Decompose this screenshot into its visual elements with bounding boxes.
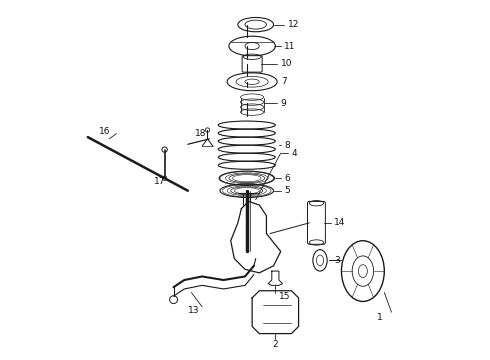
Text: 14: 14 — [334, 219, 345, 228]
Text: 10: 10 — [281, 59, 292, 68]
Text: 7: 7 — [281, 77, 287, 86]
Text: 4: 4 — [292, 149, 297, 158]
Text: 16: 16 — [98, 127, 110, 136]
Text: 6: 6 — [284, 174, 290, 183]
Text: 3: 3 — [334, 256, 340, 265]
Text: 1: 1 — [377, 313, 383, 322]
Text: 8: 8 — [284, 141, 290, 150]
Polygon shape — [252, 291, 298, 334]
Text: 13: 13 — [188, 306, 199, 315]
FancyBboxPatch shape — [242, 56, 262, 72]
Text: 2: 2 — [272, 340, 278, 349]
Text: 12: 12 — [288, 20, 299, 29]
Text: 11: 11 — [284, 41, 296, 50]
Text: 9: 9 — [281, 99, 287, 108]
Text: 18: 18 — [195, 129, 206, 138]
Polygon shape — [231, 202, 281, 273]
FancyBboxPatch shape — [308, 202, 325, 244]
Text: 15: 15 — [279, 292, 291, 301]
Polygon shape — [268, 271, 283, 285]
Text: 5: 5 — [284, 186, 290, 195]
Text: 17: 17 — [154, 177, 166, 186]
